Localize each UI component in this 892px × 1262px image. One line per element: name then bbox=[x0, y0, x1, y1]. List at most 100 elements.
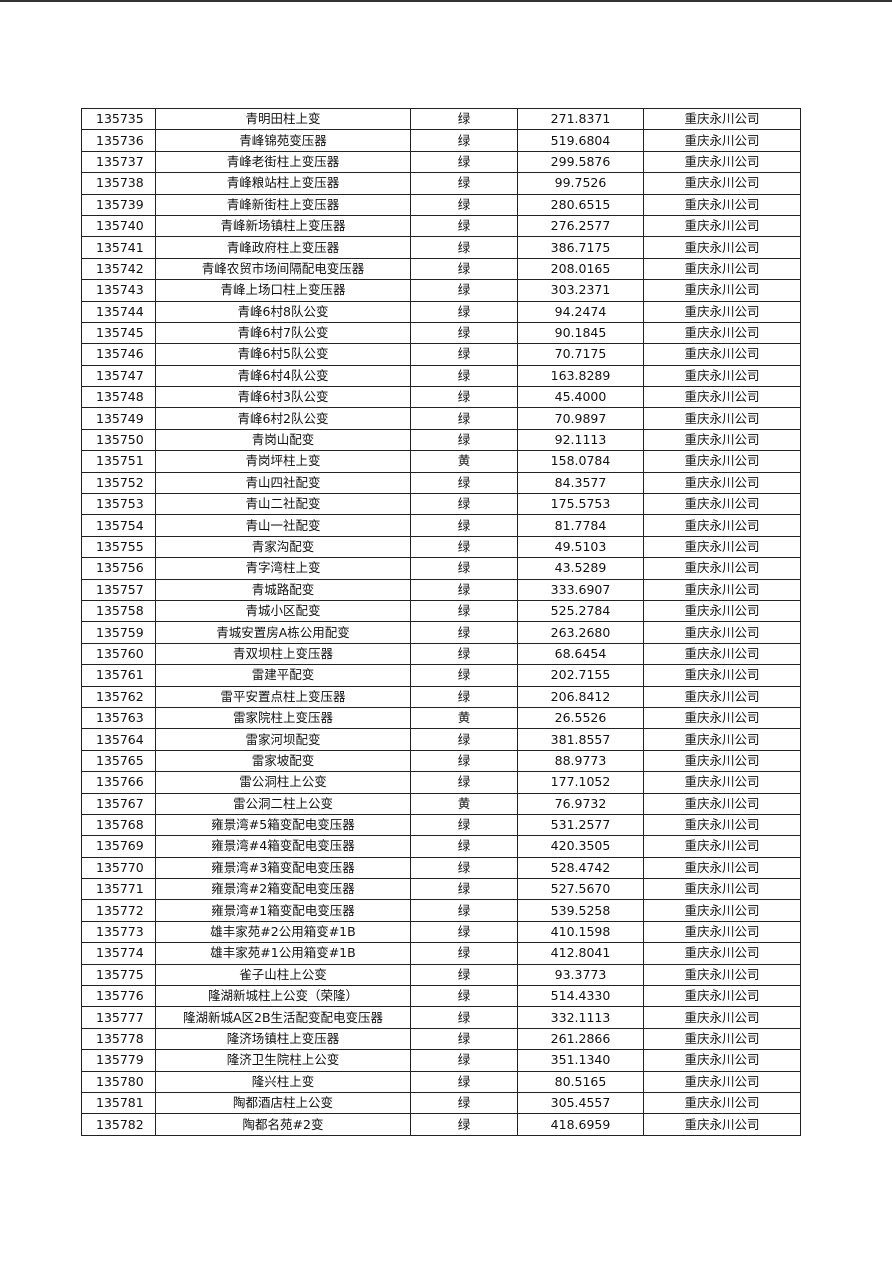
status-color-cell: 绿 bbox=[410, 364, 518, 388]
transformer-name-cell: 雷家院柱上变压器 bbox=[155, 706, 411, 730]
status-color-cell: 绿 bbox=[410, 878, 518, 901]
transformer-name-cell: 陶都酒店柱上公变 bbox=[155, 1091, 411, 1115]
value-cell: 99.7526 bbox=[517, 172, 644, 195]
status-color-cell: 绿 bbox=[410, 300, 518, 323]
table-row: 135766 雷公洞柱上公变绿 177.1052 重庆永川公司 bbox=[81, 771, 801, 794]
row-id-cell: 135739 bbox=[81, 193, 156, 216]
row-id-cell: 135743 bbox=[81, 279, 156, 302]
transformer-name-cell: 青字湾柱上变 bbox=[155, 557, 411, 580]
transformer-name-cell: 青峰老街柱上变压器 bbox=[155, 150, 411, 174]
status-color-cell: 绿 bbox=[410, 343, 518, 366]
value-cell: 280.6515 bbox=[517, 193, 644, 216]
transformer-name-cell: 青峰政府柱上变压器 bbox=[155, 236, 411, 259]
transformer-name-cell: 青城安置房A栋公用配变 bbox=[155, 621, 411, 644]
company-cell: 重庆永川公司 bbox=[643, 1027, 801, 1051]
transformer-name-cell: 青双坝柱上变压器 bbox=[155, 642, 411, 666]
row-id-cell: 135752 bbox=[81, 471, 156, 495]
value-cell: 514.4330 bbox=[517, 985, 644, 1008]
company-cell: 重庆永川公司 bbox=[643, 129, 801, 152]
row-id-cell: 135762 bbox=[81, 685, 156, 708]
company-cell: 重庆永川公司 bbox=[643, 706, 801, 730]
row-id-cell: 135738 bbox=[81, 172, 156, 195]
value-cell: 410.1598 bbox=[517, 920, 644, 944]
transformer-name-cell: 雷家坡配变 bbox=[155, 749, 411, 773]
company-cell: 重庆永川公司 bbox=[643, 364, 801, 388]
row-id-cell: 135745 bbox=[81, 321, 156, 345]
transformer-name-cell: 青峰农贸市场间隔配电变压器 bbox=[155, 257, 411, 281]
transformer-name-cell: 青峰上场口柱上变压器 bbox=[155, 279, 411, 302]
value-cell: 43.5289 bbox=[517, 557, 644, 580]
row-id-cell: 135779 bbox=[81, 1049, 156, 1072]
table-row: 135746 青峰6村5队公变绿 70.7175 重庆永川公司 bbox=[81, 343, 801, 366]
value-cell: 333.6907 bbox=[517, 578, 644, 601]
company-cell: 重庆永川公司 bbox=[643, 514, 801, 537]
company-cell: 重庆永川公司 bbox=[643, 792, 801, 815]
table-row: 135778 隆济场镇柱上变压器绿 261.2866 重庆永川公司 bbox=[81, 1027, 801, 1051]
company-cell: 重庆永川公司 bbox=[643, 1091, 801, 1115]
row-id-cell: 135764 bbox=[81, 728, 156, 751]
value-cell: 263.2680 bbox=[517, 621, 644, 644]
row-id-cell: 135740 bbox=[81, 214, 156, 238]
company-cell: 重庆永川公司 bbox=[643, 578, 801, 601]
status-color-cell: 绿 bbox=[410, 985, 518, 1008]
row-id-cell: 135761 bbox=[81, 664, 156, 687]
status-color-cell: 绿 bbox=[410, 813, 518, 837]
table-row: 135748 青峰6村3队公变绿 45.4000 重庆永川公司 bbox=[81, 386, 801, 409]
company-cell: 重庆永川公司 bbox=[643, 471, 801, 495]
table-row: 135757 青城路配变绿 333.6907 重庆永川公司 bbox=[81, 578, 801, 601]
transformer-name-cell: 青岗山配变 bbox=[155, 428, 411, 452]
value-cell: 45.4000 bbox=[517, 386, 644, 409]
row-id-cell: 135737 bbox=[81, 150, 156, 174]
transformer-name-cell: 青峰新场镇柱上变压器 bbox=[155, 214, 411, 238]
table-row: 135774 雄丰家苑#1公用箱变#1B 绿 412.8041 重庆永川公司 bbox=[81, 942, 801, 965]
row-id-cell: 135756 bbox=[81, 557, 156, 580]
transformer-name-cell: 青峰6村4队公变 bbox=[155, 364, 411, 388]
status-color-cell: 绿 bbox=[410, 1049, 518, 1072]
table-row: 135739 青峰新街柱上变压器绿 280.6515 重庆永川公司 bbox=[81, 193, 801, 216]
company-cell: 重庆永川公司 bbox=[643, 835, 801, 858]
transformer-name-cell: 青山一社配变 bbox=[155, 514, 411, 537]
row-id-cell: 135746 bbox=[81, 343, 156, 366]
value-cell: 70.9897 bbox=[517, 407, 644, 430]
status-color-cell: 黄 bbox=[410, 792, 518, 815]
company-cell: 重庆永川公司 bbox=[643, 193, 801, 216]
transformer-name-cell: 青峰锦苑变压器 bbox=[155, 129, 411, 152]
company-cell: 重庆永川公司 bbox=[643, 236, 801, 259]
transformer-name-cell: 雍景湾#1箱变配电变压器 bbox=[155, 899, 411, 922]
table-row: 135752 青山四社配变绿 84.3577 重庆永川公司 bbox=[81, 471, 801, 495]
table-row: 135747 青峰6村4队公变绿 163.8289 重庆永川公司 bbox=[81, 364, 801, 388]
transformer-name-cell: 雷平安置点柱上变压器 bbox=[155, 685, 411, 708]
status-color-cell: 绿 bbox=[410, 920, 518, 944]
status-color-cell: 绿 bbox=[410, 963, 518, 987]
value-cell: 351.1340 bbox=[517, 1049, 644, 1072]
company-cell: 重庆永川公司 bbox=[643, 813, 801, 837]
company-cell: 重庆永川公司 bbox=[643, 321, 801, 345]
transformer-name-cell: 青峰新街柱上变压器 bbox=[155, 193, 411, 216]
row-id-cell: 135766 bbox=[81, 771, 156, 794]
value-cell: 76.9732 bbox=[517, 792, 644, 815]
table-row: 135773 雄丰家苑#2公用箱变#1B 绿 410.1598 重庆永川公司 bbox=[81, 920, 801, 944]
status-color-cell: 绿 bbox=[410, 193, 518, 216]
transformer-name-cell: 隆湖新城柱上公变（荣隆） bbox=[155, 985, 411, 1008]
status-color-cell: 绿 bbox=[410, 1091, 518, 1115]
value-cell: 68.6454 bbox=[517, 642, 644, 666]
table-row: 135770 雍景湾#3箱变配电变压器绿 528.4742 重庆永川公司 bbox=[81, 856, 801, 880]
value-cell: 81.7784 bbox=[517, 514, 644, 537]
row-id-cell: 135742 bbox=[81, 257, 156, 281]
status-color-cell: 黄 bbox=[410, 706, 518, 730]
company-cell: 重庆永川公司 bbox=[643, 107, 801, 131]
value-cell: 177.1052 bbox=[517, 771, 644, 794]
value-cell: 525.2784 bbox=[517, 599, 644, 623]
row-id-cell: 135778 bbox=[81, 1027, 156, 1051]
row-id-cell: 135775 bbox=[81, 963, 156, 987]
value-cell: 163.8289 bbox=[517, 364, 644, 388]
table-row: 135775 雀子山柱上公变绿 93.3773 重庆永川公司 bbox=[81, 963, 801, 987]
row-id-cell: 135750 bbox=[81, 428, 156, 452]
company-cell: 重庆永川公司 bbox=[643, 728, 801, 751]
table-row: 135740 青峰新场镇柱上变压器绿 276.2577 重庆永川公司 bbox=[81, 214, 801, 238]
company-cell: 重庆永川公司 bbox=[643, 1049, 801, 1072]
value-cell: 84.3577 bbox=[517, 471, 644, 495]
company-cell: 重庆永川公司 bbox=[643, 450, 801, 473]
status-color-cell: 绿 bbox=[410, 428, 518, 452]
transformer-name-cell: 青山二社配变 bbox=[155, 493, 411, 516]
